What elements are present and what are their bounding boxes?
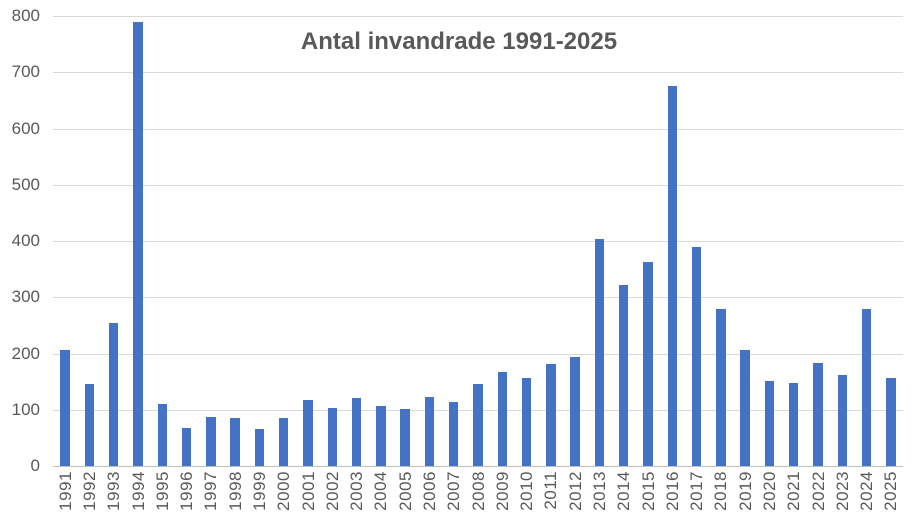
bar-2012	[570, 357, 580, 466]
x-axis-label-2021: 2021	[784, 471, 804, 511]
bar-2016	[667, 86, 678, 466]
bar-1994	[133, 21, 143, 466]
bar-2020	[764, 380, 775, 466]
y-axis-tick-label: 100	[11, 400, 40, 419]
bar-2002	[327, 407, 338, 466]
x-axis-label-2010: 2010	[517, 471, 537, 511]
x-axis-label-2019: 2019	[735, 471, 755, 511]
y-axis-tick-label: 0	[30, 456, 40, 475]
x-axis-line	[53, 466, 903, 467]
y-gridline	[53, 241, 903, 242]
bar-2010	[521, 378, 532, 466]
x-axis-label-2023: 2023	[832, 471, 852, 511]
x-axis-label-2005: 2005	[395, 471, 415, 511]
y-axis-tick-label: 700	[11, 62, 40, 81]
x-axis-label-2000: 2000	[274, 471, 294, 511]
y-gridline	[53, 297, 903, 298]
y-gridline	[53, 16, 903, 17]
x-axis-label-2018: 2018	[711, 471, 731, 511]
x-axis-label-2007: 2007	[444, 471, 464, 511]
bar-2011	[546, 364, 556, 466]
y-axis-tick-label: 500	[11, 175, 40, 194]
bar-2008	[473, 383, 483, 466]
bar-2021	[788, 382, 799, 466]
bar-2000	[278, 417, 289, 466]
bar-2017	[691, 246, 702, 466]
x-axis-label-1995: 1995	[152, 471, 172, 511]
bar-1998	[230, 418, 240, 466]
bar-2023	[837, 375, 848, 466]
x-axis-label-1998: 1998	[225, 471, 245, 511]
bar-2003	[351, 397, 362, 466]
y-gridline	[53, 354, 903, 355]
x-axis-label-2009: 2009	[492, 471, 512, 511]
x-axis-label-1993: 1993	[104, 471, 124, 511]
x-axis-label-2004: 2004	[371, 471, 391, 511]
x-axis-label-2011: 2011	[541, 471, 561, 510]
y-gridline	[53, 129, 903, 130]
bar-2024	[861, 309, 872, 466]
bar-2005	[400, 408, 410, 466]
bar-1992	[84, 383, 95, 466]
x-axis-label-1992: 1992	[79, 471, 99, 511]
bar-2001	[303, 399, 313, 466]
x-axis-label-2024: 2024	[857, 471, 877, 511]
x-axis-label-2014: 2014	[614, 471, 634, 511]
x-axis-label-2003: 2003	[347, 471, 367, 511]
x-axis-label-2020: 2020	[759, 471, 779, 511]
bar-2009	[497, 371, 508, 466]
bar-1991	[60, 350, 70, 466]
bar-2004	[376, 405, 386, 466]
y-gridline	[53, 72, 903, 73]
chart-title: Antal invandrade 1991-2025	[300, 28, 618, 55]
y-axis-tick-label: 800	[11, 6, 40, 25]
bar-1999	[254, 428, 265, 466]
x-axis-label-2002: 2002	[322, 471, 342, 511]
y-axis-tick-label: 200	[11, 344, 40, 363]
x-axis-label-2013: 2013	[589, 471, 609, 511]
x-axis-label-1999: 1999	[249, 471, 269, 511]
y-axis-tick-label: 400	[11, 231, 40, 250]
x-axis-label-1991: 1991	[55, 471, 75, 511]
x-axis-label-1994: 1994	[128, 471, 148, 511]
bar-1993	[108, 323, 119, 466]
bar-2022	[813, 363, 823, 466]
y-axis-tick-label: 300	[11, 287, 40, 306]
bar-1997	[206, 416, 216, 466]
x-axis-label-2017: 2017	[687, 471, 707, 511]
bar-2014	[618, 284, 629, 466]
x-axis-label-2012: 2012	[565, 471, 585, 511]
bar-2018	[716, 309, 726, 466]
bar-2006	[424, 397, 435, 466]
x-axis-label-2022: 2022	[808, 471, 828, 511]
bar-2019	[740, 350, 750, 466]
x-axis-label-1996: 1996	[177, 471, 197, 511]
x-axis-label-2008: 2008	[468, 471, 488, 511]
x-axis-label-2016: 2016	[662, 471, 682, 511]
x-axis-label-1997: 1997	[201, 471, 221, 511]
bar-2025	[886, 378, 896, 466]
bar-1996	[181, 427, 192, 466]
bar-2013	[594, 239, 605, 466]
x-axis-label-2006: 2006	[419, 471, 439, 511]
x-axis-label-2025: 2025	[881, 471, 901, 511]
bar-2007	[448, 402, 459, 466]
y-gridline	[53, 185, 903, 186]
x-axis-label-2015: 2015	[638, 471, 658, 511]
y-axis-tick-label: 600	[11, 119, 40, 138]
bar-1995	[157, 404, 168, 466]
bar-2015	[643, 261, 653, 466]
x-axis-label-2001: 2001	[298, 471, 318, 511]
